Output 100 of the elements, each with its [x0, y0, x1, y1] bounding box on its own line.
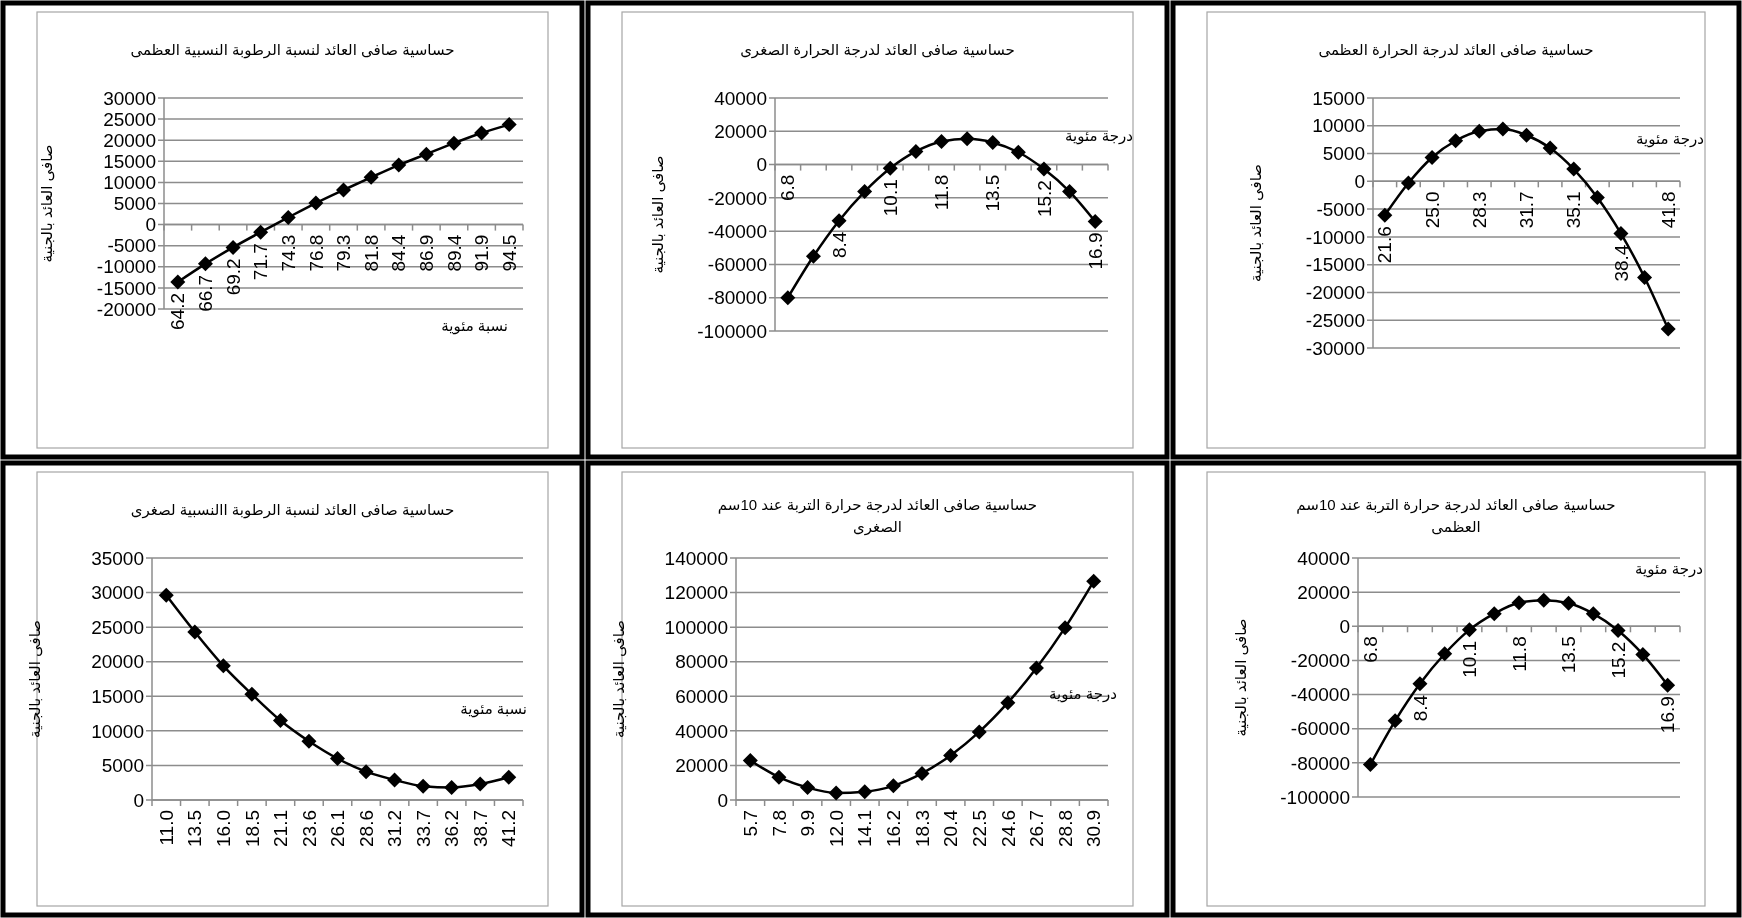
x-tick-label: 79.3 — [333, 234, 355, 272]
x-tick-label: 12.0 — [825, 810, 847, 847]
y-tick-label: -10000 — [96, 256, 156, 278]
x-tick-label: 21.1 — [270, 810, 292, 847]
chart-title: حساسية صافى العائد لدرجة الحرارة الصغرى — [740, 41, 1015, 59]
point — [387, 772, 403, 788]
y-tick-label: 15000 — [91, 685, 144, 707]
x-tick-label: 86.9 — [416, 234, 437, 272]
point — [742, 753, 758, 769]
point — [1057, 620, 1073, 636]
y-tick-label: -20000 — [1305, 282, 1365, 304]
x-tick-label: 69.2 — [222, 258, 244, 296]
point — [501, 769, 517, 785]
y-tick-label: -40000 — [707, 220, 767, 242]
point — [1087, 213, 1103, 229]
x-tick-label: 21.6 — [1374, 226, 1396, 264]
y-tick-label: 10000 — [1312, 115, 1365, 137]
point — [418, 146, 434, 162]
x-tick-label: 28.6 — [355, 810, 377, 847]
point — [1561, 595, 1577, 611]
point — [1400, 175, 1416, 191]
chart-title: حساسية صافى العائد لدرجة حرارة التربة عند 10سم الصغرى — [717, 496, 1038, 536]
point — [1424, 149, 1440, 165]
x-tick-label: 41.2 — [498, 810, 520, 847]
y-axis-title: صافى العائد بالجنية — [610, 619, 627, 739]
y-tick-label: -20000 — [1290, 650, 1350, 672]
point — [908, 143, 924, 159]
point — [971, 724, 987, 740]
y-tick-label: 40000 — [1297, 547, 1350, 569]
point — [831, 213, 847, 229]
point — [280, 209, 296, 225]
y-axis-title: صافى العائد بالجنية — [649, 155, 666, 274]
x-tick-label: 94.5 — [498, 234, 520, 272]
point — [943, 747, 959, 763]
point — [1660, 677, 1676, 693]
y-tick-label: -20000 — [707, 187, 767, 209]
x-tick-label: 9.9 — [797, 810, 819, 837]
x-tick-label: 33.7 — [412, 810, 434, 847]
y-tick-label: -30000 — [1305, 337, 1365, 359]
x-tick-label: 26.1 — [327, 810, 349, 847]
point — [187, 624, 203, 640]
y-tick-label: 30000 — [103, 87, 156, 109]
point — [885, 778, 901, 794]
point — [1377, 207, 1393, 223]
point — [1471, 123, 1487, 139]
point — [780, 290, 796, 306]
chart-title: حساسية صافى العائد لدرجة حرارة التربة عند 10سم العظمى — [1296, 496, 1616, 535]
point — [1362, 757, 1378, 773]
x-tick-label: 15.2 — [1607, 641, 1629, 679]
point — [882, 160, 898, 176]
point — [1028, 660, 1044, 676]
point — [1461, 622, 1477, 638]
y-tick-label: 40000 — [675, 720, 728, 742]
x-axis-title: درجة مئوية — [1049, 685, 1117, 703]
x-tick-label: 16.9 — [1657, 696, 1679, 734]
point — [272, 712, 288, 728]
x-tick-label: 89.4 — [443, 234, 465, 272]
y-tick-label: -80000 — [1290, 752, 1350, 774]
point — [308, 195, 324, 211]
x-tick-label: 66.7 — [195, 274, 217, 312]
point — [1610, 623, 1626, 639]
x-tick-label: 84.4 — [388, 234, 410, 272]
y-tick-label: -60000 — [1290, 718, 1350, 740]
y-tick-label: 5000 — [1322, 143, 1365, 165]
y-axis-title: صافى العائد بالجنية — [26, 619, 43, 739]
x-tick-label: 25.0 — [1421, 191, 1443, 229]
y-axis-title: صافى العائد بالجنية — [38, 144, 55, 263]
y-axis-title: صافى العائد بالجنية — [1232, 618, 1249, 737]
point — [771, 769, 787, 785]
point — [1536, 592, 1552, 608]
x-tick-label: 81.8 — [360, 234, 382, 272]
x-tick-label: 41.8 — [1657, 191, 1679, 229]
point — [1448, 133, 1464, 149]
x-tick-label: 15.2 — [1033, 180, 1055, 218]
point — [1000, 695, 1016, 711]
point — [959, 131, 975, 147]
x-tick-label: 28.8 — [1054, 810, 1076, 847]
y-tick-label: 0 — [717, 789, 728, 811]
y-axis-title: صافى العائد بالجنية — [1247, 163, 1264, 283]
y-tick-label: 100000 — [664, 616, 728, 638]
x-tick-label: 31.7 — [1516, 191, 1538, 229]
point — [501, 117, 517, 133]
chart-title: حساسية صافى العائد لنسبة الرطوبة النسبية العظمى — [130, 41, 455, 59]
x-tick-label: 24.6 — [997, 810, 1019, 847]
chart-title: حساسية صافى العائد لدرجة الحرارة العظمى — [1318, 41, 1594, 59]
y-tick-label: 140000 — [664, 547, 728, 569]
y-tick-label: 5000 — [101, 755, 144, 777]
point — [1387, 713, 1403, 729]
x-tick-label: 31.2 — [384, 810, 406, 847]
y-tick-label: 25000 — [103, 108, 156, 130]
y-tick-label: 0 — [145, 214, 156, 236]
point — [301, 733, 317, 749]
point — [828, 785, 844, 801]
point — [1010, 144, 1026, 160]
y-tick-label: 15000 — [1312, 87, 1365, 109]
y-tick-label: 20000 — [103, 129, 156, 151]
x-tick-label: 11.0 — [155, 810, 177, 846]
x-tick-label: 91.9 — [471, 234, 493, 272]
x-tick-label: 8.4 — [828, 231, 850, 259]
point — [358, 764, 374, 780]
